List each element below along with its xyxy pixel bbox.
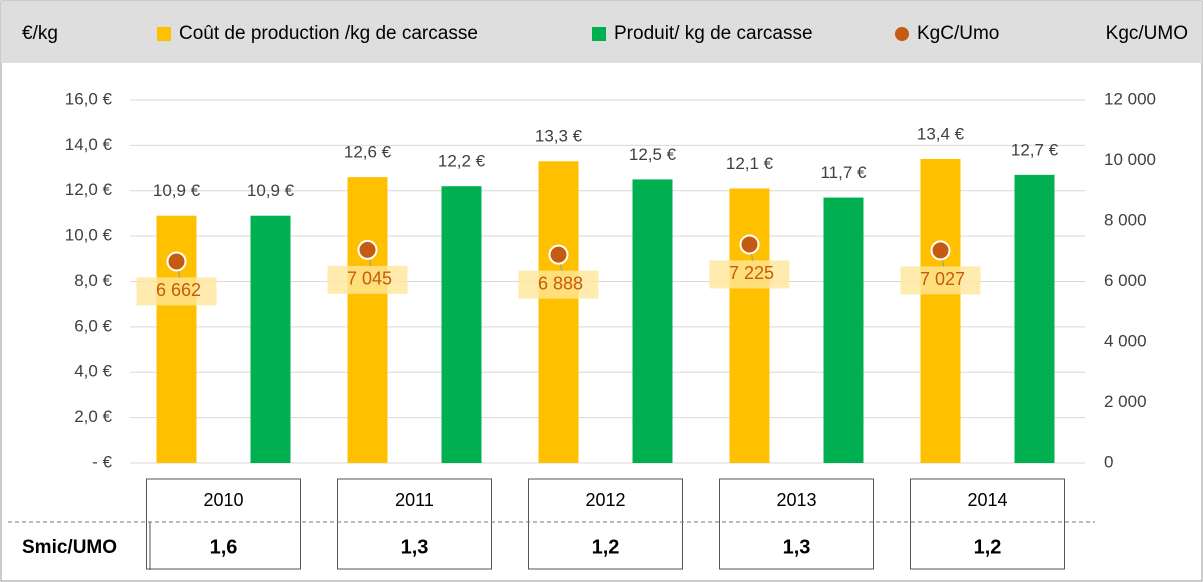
point-value-label: 7 045 (347, 269, 392, 289)
bar-value-label: 12,6 € (344, 143, 392, 162)
y2-tick-label: 10 000 (1104, 150, 1156, 169)
x-tick-label: 2010 (203, 490, 243, 510)
table-cell (337, 478, 492, 570)
data-label-bg (900, 266, 981, 295)
y-tick-label: 8,0 € (74, 271, 112, 290)
bar (823, 197, 864, 463)
y-tick-label: 10,0 € (65, 226, 113, 245)
y-tick-label: 16,0 € (65, 89, 113, 108)
bar-value-label: 12,2 € (438, 152, 486, 171)
x-tick-label: 2013 (776, 490, 816, 510)
table-row-label: Smic/UMO (22, 537, 117, 558)
point (548, 244, 569, 265)
bar (729, 188, 770, 463)
y-tick-label: - € (92, 452, 112, 471)
x-tick-label: 2012 (585, 490, 625, 510)
point (930, 240, 951, 261)
data-label-bg (327, 265, 408, 294)
y-tick-label: 6,0 € (74, 316, 112, 335)
point (739, 234, 760, 255)
y2-tick-label: 12 000 (1104, 89, 1156, 108)
point-value-label: 7 225 (729, 263, 774, 283)
data-label-bg (518, 270, 599, 299)
bar-value-label: 11,7 € (820, 163, 867, 182)
y-tick-label: 12,0 € (65, 180, 113, 199)
table-value: 1,3 (783, 536, 811, 558)
bar-value-label: 10,9 € (247, 181, 295, 200)
point (357, 239, 378, 260)
y2-axis-label: Kgc/UMO (1106, 23, 1188, 44)
point (166, 251, 187, 272)
table-value: 1,2 (592, 536, 620, 558)
y2-tick-label: 6 000 (1104, 271, 1147, 290)
legend-label: KgC/Umo (917, 23, 999, 44)
bar (920, 158, 961, 464)
table-cell (146, 478, 301, 570)
table-cell (528, 478, 683, 570)
y-axis-label: €/kg (22, 23, 58, 44)
table-cell (719, 478, 874, 570)
legend-marker (592, 27, 606, 41)
point-value-label: 6 662 (156, 280, 201, 300)
bar (441, 186, 482, 463)
y-tick-label: 14,0 € (65, 135, 113, 154)
bar-value-label: 12,7 € (1011, 140, 1059, 159)
table-value: 1,3 (401, 536, 429, 558)
table-value: 1,6 (210, 536, 238, 558)
legend-label: Coût de production /kg de carcasse (179, 23, 478, 44)
data-label-bg (709, 260, 790, 289)
x-tick-label: 2014 (967, 490, 1007, 510)
y-tick-label: 4,0 € (74, 362, 112, 381)
point-value-label: 7 027 (920, 269, 965, 289)
bar (347, 177, 388, 463)
table-value: 1,2 (974, 536, 1002, 558)
x-tick-label: 2011 (395, 490, 434, 510)
y2-tick-label: 0 (1104, 452, 1113, 471)
bar (1014, 174, 1055, 463)
bar-value-label: 13,3 € (535, 127, 583, 146)
point-value-label: 6 888 (538, 273, 583, 293)
y2-tick-label: 4 000 (1104, 331, 1147, 350)
y2-tick-label: 2 000 (1104, 392, 1147, 411)
bar-value-label: 10,9 € (153, 181, 201, 200)
y2-tick-label: 8 000 (1104, 210, 1147, 229)
data-label-bg (136, 277, 217, 306)
legend-label: Produit/ kg de carcasse (614, 23, 813, 44)
legend-marker (157, 27, 171, 41)
bar (538, 161, 579, 463)
y-tick-label: 2,0 € (74, 407, 112, 426)
bar (250, 215, 291, 463)
bar-value-label: 13,4 € (917, 124, 965, 143)
table-cell (910, 478, 1065, 570)
bar-value-label: 12,5 € (629, 145, 677, 164)
legend-marker (895, 27, 909, 41)
bar (632, 179, 673, 463)
bar-value-label: 12,1 € (726, 154, 774, 173)
